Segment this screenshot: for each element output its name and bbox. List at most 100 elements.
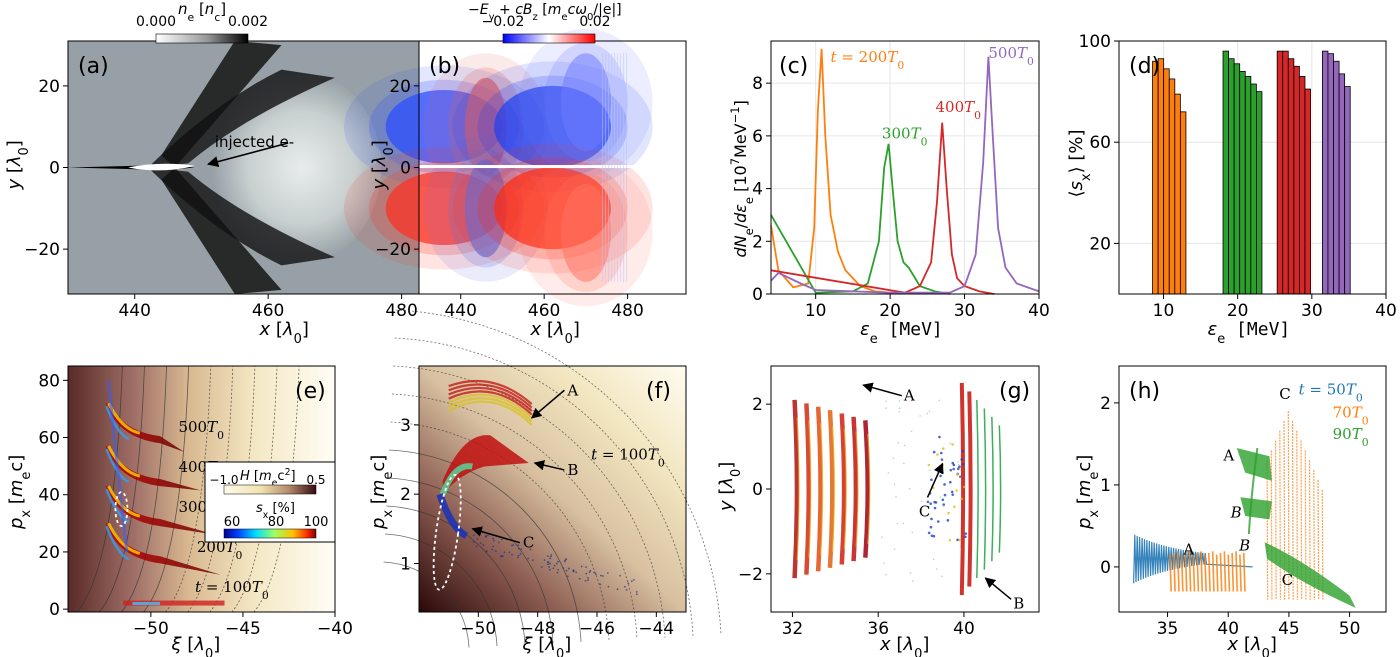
series-trace-1	[1215, 554, 1219, 592]
hamiltonian-background	[419, 366, 686, 612]
label-b-70: B	[1238, 537, 1250, 555]
panel-label: (h)	[1129, 379, 1160, 404]
series-trace-1	[1296, 430, 1299, 600]
x-tick-label: 40	[1028, 301, 1050, 321]
label-arrow-b	[533, 460, 565, 471]
bunch-c-point	[550, 555, 552, 558]
label-b: B	[567, 461, 578, 479]
bunch-c-point	[606, 572, 609, 574]
bunch-c-point	[492, 537, 494, 540]
annotation-arrow	[207, 142, 289, 168]
label-c: C	[919, 503, 930, 521]
y-tick-label: 3	[400, 416, 411, 436]
colorbar-ne	[155, 33, 249, 44]
bar-3-1	[1327, 53, 1334, 295]
bunch-a-streak	[448, 383, 533, 409]
inset-box	[204, 461, 336, 543]
bar-3-0	[1322, 50, 1329, 295]
bunch-b	[442, 435, 529, 495]
x-axis-label: x [λ0]	[259, 319, 309, 347]
bunch-c-point	[616, 588, 619, 591]
x-tick-label: 32	[782, 619, 804, 639]
scatter-point	[880, 536, 883, 539]
hamiltonian-contour	[165, 365, 212, 613]
bunch-c-point	[547, 555, 549, 558]
bunch-c-point	[929, 502, 932, 505]
x-tick-label: 10	[1153, 301, 1175, 321]
scatter-point	[957, 460, 959, 463]
y-tick-label: 60	[38, 429, 60, 449]
bunch-c-point	[578, 577, 581, 580]
colorbar-field	[502, 33, 596, 44]
bunch-c-point	[930, 478, 933, 482]
bunch-c-point	[546, 561, 549, 563]
bunch-c-point	[552, 567, 555, 570]
bunch-c-point	[599, 583, 602, 586]
time-label-0: 500T0	[178, 418, 224, 442]
x-tick-label: 20	[879, 301, 901, 321]
colorbar-tick: 100	[304, 515, 329, 530]
bunch-c-point	[479, 542, 482, 545]
series-trace-1	[1211, 551, 1215, 592]
panel-label: (d)	[1129, 54, 1160, 79]
bunch-c-point	[555, 562, 558, 565]
hamiltonian-contour	[384, 533, 498, 647]
bar-1-0	[1222, 50, 1229, 295]
bunch-a-streak	[448, 393, 533, 419]
series-line-3	[770, 56, 1040, 294]
bunch-c-point	[942, 503, 946, 506]
y-tick-label: 20	[1089, 234, 1111, 254]
x-tick-label: 10	[805, 301, 827, 321]
bunch-b-slice	[991, 416, 994, 562]
colorbar-tick: −0.02	[482, 14, 525, 30]
scatter-point	[898, 411, 901, 413]
y-tick-label: −2	[738, 565, 763, 585]
bunch-c-point	[951, 493, 955, 496]
hamiltonian-contour	[393, 365, 666, 638]
bunch-c-point	[926, 500, 930, 504]
bunch-a-slice	[804, 403, 811, 575]
y-tick-label: 100	[1079, 32, 1111, 52]
series-line-0	[770, 48, 891, 294]
y-tick-label: −20	[24, 240, 60, 260]
bunch-c-point	[593, 571, 595, 574]
x-tick-label: 480	[385, 301, 417, 321]
bunch-c-point	[472, 534, 475, 537]
bunch-c-point	[951, 443, 954, 446]
bunch-c-point	[932, 450, 936, 454]
bunch-c-point	[927, 463, 931, 467]
x-tick-label: 30	[1301, 301, 1323, 321]
bunch-c-point	[630, 580, 633, 583]
bunch-c-point	[540, 566, 543, 568]
scatter-point	[885, 400, 887, 403]
bar-3-3	[1338, 73, 1346, 295]
bunch-c-point	[933, 506, 937, 510]
colorbar-label-h: H [mec2]	[240, 467, 296, 489]
bunch-c-point	[512, 544, 515, 546]
series-trace-1	[1219, 552, 1223, 592]
series-trace-1	[1184, 552, 1188, 592]
x-tick-label: 35	[1157, 619, 1179, 639]
panel-b: 440 460 480 20 0 −20 (b) x [λ0] y [λ0] −0.02 0.02−…	[343, 2, 687, 347]
bar-1-4	[1244, 76, 1252, 295]
x-tick-label: 480	[611, 301, 643, 321]
x-tick-label: −45	[225, 619, 261, 639]
scatter-point	[949, 442, 951, 445]
x-axis-label: εe [MeV]	[1208, 319, 1291, 347]
bunch-c-point	[511, 553, 513, 556]
bunch-c-point	[484, 535, 487, 538]
colorbar-tick: 0.000	[136, 14, 176, 30]
bunch-c-point	[635, 591, 638, 593]
bunch-c-point	[550, 554, 553, 556]
x-tick-label: −40	[317, 619, 353, 639]
axes-frame	[418, 365, 687, 613]
scatter-point	[912, 580, 914, 582]
scatter-point	[893, 548, 896, 550]
bunch-c-point	[600, 574, 602, 577]
bunch-b-slice	[998, 425, 1002, 553]
bunch-c-point	[589, 569, 592, 572]
colorbar-tick: 0.02	[579, 14, 610, 30]
axes-frame	[770, 40, 1040, 295]
bar-1-2	[1233, 63, 1241, 295]
